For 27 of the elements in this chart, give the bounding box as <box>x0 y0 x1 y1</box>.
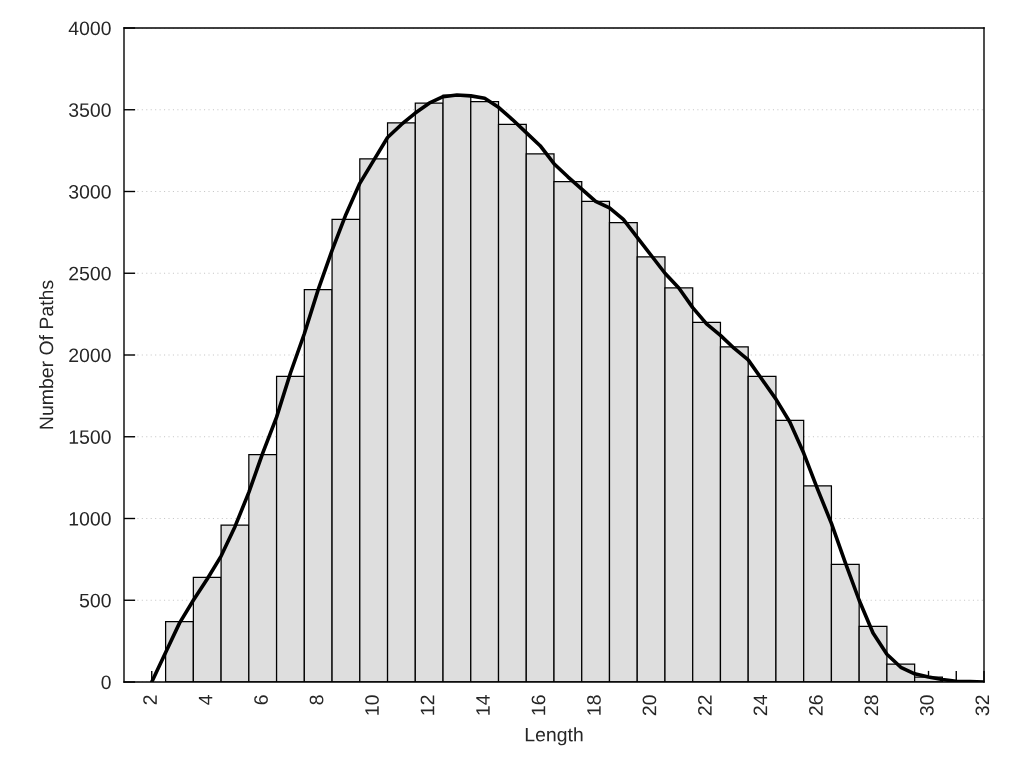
y-tick-label: 1500 <box>69 430 111 444</box>
y-tick-label: 4000 <box>68 21 111 36</box>
x-axis-title: Length <box>525 727 583 746</box>
y-tick-label: 3500 <box>68 103 111 117</box>
x-tick-label: 10 <box>365 695 379 715</box>
x-tick-label: 28 <box>864 695 879 716</box>
x-tick-label: 16 <box>531 695 546 715</box>
y-axis-title: Number Of Paths <box>39 280 54 429</box>
x-tick-label: 26 <box>809 695 823 716</box>
y-tick-label: 500 <box>79 593 111 608</box>
x-tick-label: 18 <box>587 695 601 715</box>
x-tick-label: 30 <box>919 695 934 716</box>
y-tick-label: 2500 <box>69 266 111 281</box>
y-tick-label: 2000 <box>69 348 111 363</box>
x-tick-label: 12 <box>420 695 435 715</box>
x-tick-label: 8 <box>309 695 324 705</box>
y-tick-label: 1000 <box>69 511 111 526</box>
x-tick-label: 24 <box>753 695 768 716</box>
x-tick-label: 20 <box>642 695 657 716</box>
x-tick-label: 22 <box>698 695 712 716</box>
x-tick-label: 4 <box>198 695 213 705</box>
x-tick-label: 2 <box>143 695 157 705</box>
x-tick-label: 6 <box>254 695 268 705</box>
x-tick-label: 32 <box>975 695 990 716</box>
x-tick-label: 14 <box>476 695 490 715</box>
y-tick-label: 3000 <box>68 184 111 199</box>
y-tick-label: 0 <box>101 675 111 690</box>
